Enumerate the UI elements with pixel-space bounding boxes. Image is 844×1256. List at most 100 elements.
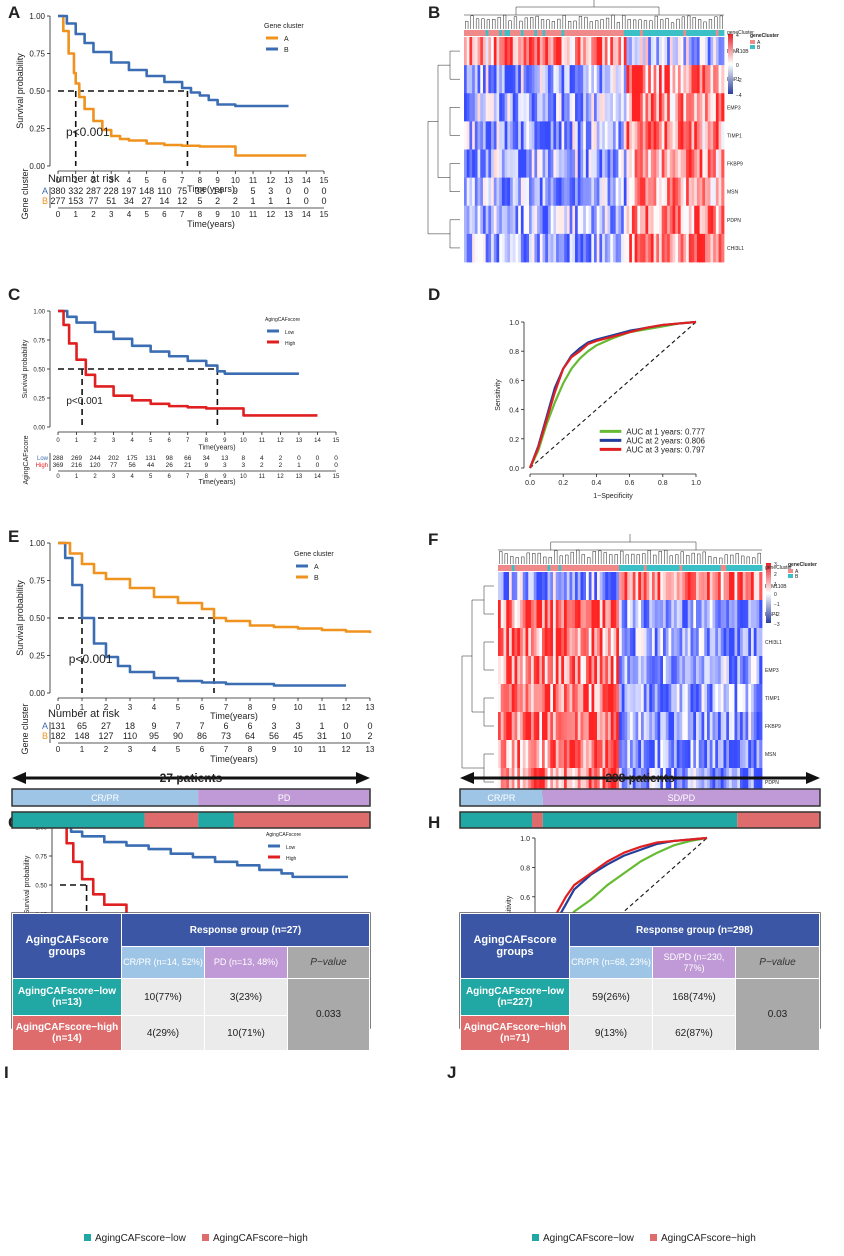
y-axis-title: Survival probability (15, 53, 25, 129)
heatmap-cell (542, 205, 546, 235)
heatmap-cell (556, 37, 560, 66)
survival-curve (58, 14, 307, 157)
heatmap-cell (561, 149, 565, 179)
heatmap-cell (569, 768, 573, 797)
heatmap-cell (652, 768, 656, 797)
heatmap-cell (671, 600, 675, 629)
heatmap-cell (731, 572, 735, 601)
heatmap-cell (594, 205, 598, 235)
heatmap-cell (510, 65, 514, 94)
heatmap-cell (646, 656, 650, 685)
heatmap-cell (514, 600, 518, 629)
annotation-cell (547, 565, 551, 571)
heatmap-cell (715, 684, 719, 713)
heatmap-cell (627, 572, 631, 601)
heatmap-cell (627, 628, 631, 657)
risk-value: 5 (251, 186, 256, 196)
heatmap-cell (545, 233, 549, 263)
heatmap-cell (569, 65, 573, 94)
heatmap-cell (599, 205, 603, 235)
annotation-cell (553, 565, 557, 571)
heatmap-cell (586, 740, 590, 769)
heatmap-cell (558, 149, 562, 179)
heatmap-cell (510, 121, 514, 150)
heatmap-cell (737, 600, 741, 629)
heatmap-cell (580, 740, 584, 769)
heatmap-cell (674, 768, 678, 797)
heatmap-cell (575, 572, 579, 601)
heatmap-cell (756, 628, 760, 657)
color-scale-label: 0 (736, 63, 739, 69)
heatmap-cell (709, 740, 713, 769)
heatmap-cell (466, 233, 470, 263)
x-tick-label: 13 (296, 438, 303, 444)
annotation-cell (558, 565, 562, 571)
heatmap-cell (577, 149, 581, 179)
heatmap-cell (594, 37, 598, 66)
heatmap-row-label: FKBP9 (727, 162, 743, 168)
heatmap-cell (464, 93, 468, 122)
legend-label-high: AgingCAFscore−high (213, 1233, 308, 1244)
heatmap-cell (518, 233, 522, 263)
heatmap-cell (726, 684, 730, 713)
heatmap-cell (588, 656, 592, 685)
annotation-cell (550, 30, 554, 36)
heatmap-cell (520, 600, 524, 629)
heatmap-cell (676, 740, 680, 769)
heatmap-cell (676, 684, 680, 713)
heatmap-cell (709, 768, 713, 797)
heatmap-cell (604, 205, 608, 235)
legend-label: B (314, 575, 319, 582)
survival-curve (58, 309, 318, 417)
risk-row-label: Low (37, 456, 49, 462)
heatmap-cell (686, 37, 690, 66)
heatmap-cell (707, 205, 711, 235)
heatmap-cell (676, 572, 680, 601)
risk-value: 95 (149, 731, 159, 741)
heatmap-cell (649, 656, 653, 685)
heatmap-cell (641, 712, 645, 741)
heatmap-cell (569, 684, 573, 713)
heatmap-cell (493, 233, 497, 263)
x-tick-label: 8 (205, 438, 209, 444)
heatmap-cell (696, 177, 701, 207)
heatmap-cell (721, 205, 725, 235)
heatmap-cell (493, 205, 497, 235)
heatmap-cell (558, 233, 562, 263)
heatmap-cell (641, 740, 645, 769)
heatmap-cell (477, 93, 481, 122)
heatmap-row-label: PDPN (765, 780, 779, 786)
heatmap-row-label: RBP1 (727, 77, 740, 83)
heatmap-cell (696, 768, 700, 797)
heatmap-cell (469, 205, 473, 235)
annotation-cell (656, 30, 660, 36)
heatmap-cell (637, 149, 641, 179)
annotation-cell (591, 30, 595, 36)
y-tick-label: 0.25 (33, 396, 45, 402)
heatmap-cell (569, 233, 573, 263)
annotation-cell (580, 30, 584, 36)
heatmap-cell (531, 712, 535, 741)
x-tick-label: 7 (224, 703, 229, 712)
risk-value: 6 (247, 721, 252, 731)
risk-value: 332 (68, 186, 83, 196)
risk-row-label: High (36, 463, 48, 469)
heatmap-cell (583, 121, 587, 150)
heatmap-cell (721, 233, 725, 263)
heatmap-cell (665, 740, 669, 769)
heatmap-cell (482, 177, 487, 207)
x-tick-label: 3 (128, 703, 133, 712)
heatmap-cell (707, 712, 711, 741)
heatmap-cell (696, 37, 701, 66)
heatmap-cell (668, 628, 672, 657)
heatmap-cell (726, 572, 730, 601)
legend-label: AUC at 1 years: 0.777 (626, 427, 705, 436)
heatmap-cell (485, 37, 489, 66)
heatmap-cell (715, 600, 719, 629)
heatmap-cell (672, 205, 676, 235)
legend-swatch-low (84, 1234, 91, 1241)
heatmap-cell (566, 37, 571, 66)
heatmap-cell (635, 600, 639, 629)
heatmap-cell (664, 93, 668, 122)
heatmap-cell (688, 93, 692, 122)
